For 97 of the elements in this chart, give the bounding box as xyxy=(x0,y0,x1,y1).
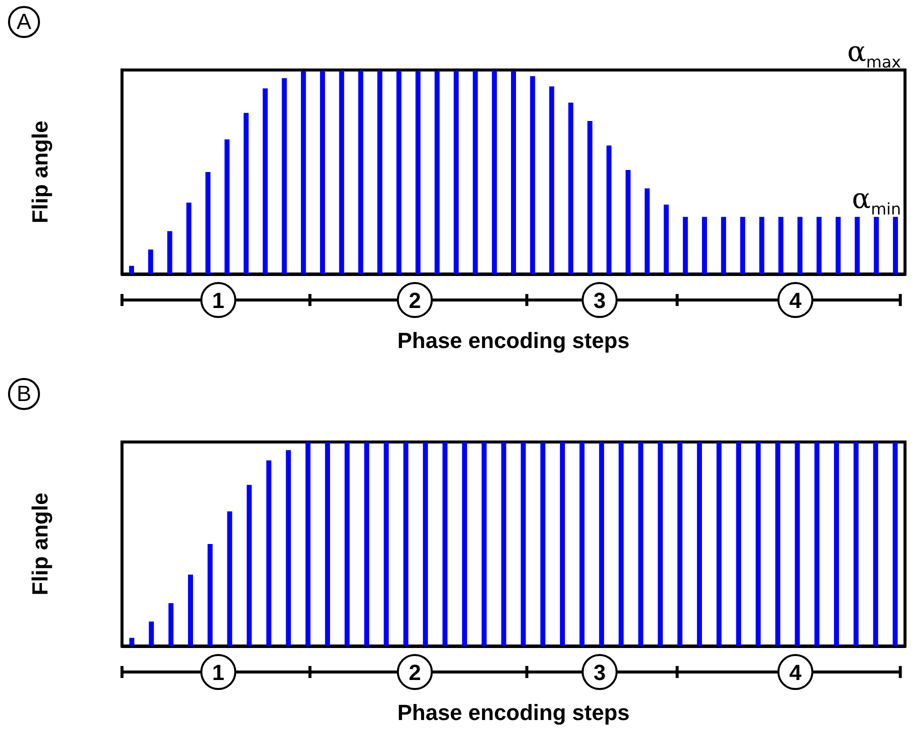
bar xyxy=(599,442,604,646)
bar xyxy=(320,70,326,274)
bar xyxy=(266,460,272,646)
text: 2 xyxy=(408,288,421,313)
bar xyxy=(384,442,389,646)
bar xyxy=(618,442,624,646)
bar xyxy=(560,442,565,646)
text: 3 xyxy=(594,660,606,685)
bar xyxy=(814,442,820,646)
bar xyxy=(775,442,780,646)
bar xyxy=(854,442,859,646)
bar xyxy=(501,442,506,646)
bar xyxy=(874,216,879,274)
bar xyxy=(892,216,898,274)
bar xyxy=(286,450,291,646)
bar xyxy=(416,70,421,274)
bar xyxy=(716,442,722,646)
bar xyxy=(246,484,252,646)
ref-line-label: α$_{max}$ xyxy=(847,35,901,74)
bar xyxy=(364,442,370,646)
bar xyxy=(740,216,746,274)
bar xyxy=(664,204,669,274)
bar xyxy=(836,216,841,274)
bar xyxy=(736,442,742,646)
bar xyxy=(148,622,154,646)
bar xyxy=(682,216,688,274)
bar xyxy=(873,442,878,646)
bar xyxy=(834,442,839,646)
bar xyxy=(396,70,402,274)
bar xyxy=(520,442,526,646)
y-axis-title: Flip angle xyxy=(28,120,52,224)
bar xyxy=(167,231,172,274)
bar xyxy=(778,216,784,274)
bar xyxy=(587,121,592,274)
annotation: α$_{min}$ xyxy=(852,182,901,220)
bar xyxy=(677,442,682,646)
bar xyxy=(759,216,764,274)
bar xyxy=(244,112,249,274)
bar xyxy=(454,70,459,274)
bar xyxy=(339,70,344,274)
bar xyxy=(472,70,478,274)
bar xyxy=(377,70,382,274)
bar xyxy=(300,70,306,274)
bar xyxy=(626,170,631,274)
bar xyxy=(540,442,546,646)
bar xyxy=(580,442,585,646)
bar xyxy=(756,442,761,646)
text: 1 xyxy=(212,660,224,685)
bar xyxy=(148,250,154,274)
bar xyxy=(658,442,663,646)
bar xyxy=(344,442,350,646)
bar xyxy=(403,442,408,646)
bar xyxy=(325,442,330,646)
bar xyxy=(816,216,822,274)
bar xyxy=(644,188,650,274)
bar xyxy=(224,139,230,274)
bar xyxy=(492,70,497,274)
bar xyxy=(606,145,612,274)
text: 3 xyxy=(594,288,606,313)
y-axis-title: Flip angle xyxy=(28,492,52,596)
bar xyxy=(262,88,268,274)
x-axis-title: Phase encoding steps xyxy=(396,700,631,726)
bar xyxy=(305,442,310,646)
bar xyxy=(892,442,898,646)
text: 1 xyxy=(212,288,224,313)
bar xyxy=(462,442,468,646)
bar xyxy=(511,70,516,274)
bar xyxy=(702,216,707,274)
bar xyxy=(129,266,134,274)
bar xyxy=(358,70,364,274)
bar xyxy=(168,603,174,646)
bar xyxy=(794,442,800,646)
bar xyxy=(696,442,702,646)
bar xyxy=(482,442,487,646)
bar xyxy=(129,638,134,646)
bar xyxy=(186,202,192,274)
bar xyxy=(854,216,860,274)
x-axis-title: Phase encoding steps xyxy=(396,328,631,354)
chart-title: A xyxy=(8,6,40,38)
bar xyxy=(422,442,428,646)
bar xyxy=(208,544,213,646)
bar xyxy=(721,216,726,274)
bar xyxy=(188,574,194,646)
text: 2 xyxy=(408,660,421,685)
chart-title: B xyxy=(8,378,40,410)
bar xyxy=(434,70,440,274)
bar xyxy=(797,216,802,274)
bar xyxy=(205,172,210,274)
bar xyxy=(638,442,644,646)
text: 4 xyxy=(789,660,802,685)
text: 4 xyxy=(789,288,802,313)
bar xyxy=(549,86,554,274)
bar xyxy=(530,76,536,274)
bar xyxy=(442,442,448,646)
bar xyxy=(282,78,287,274)
bar xyxy=(227,511,232,646)
bar xyxy=(568,102,574,274)
